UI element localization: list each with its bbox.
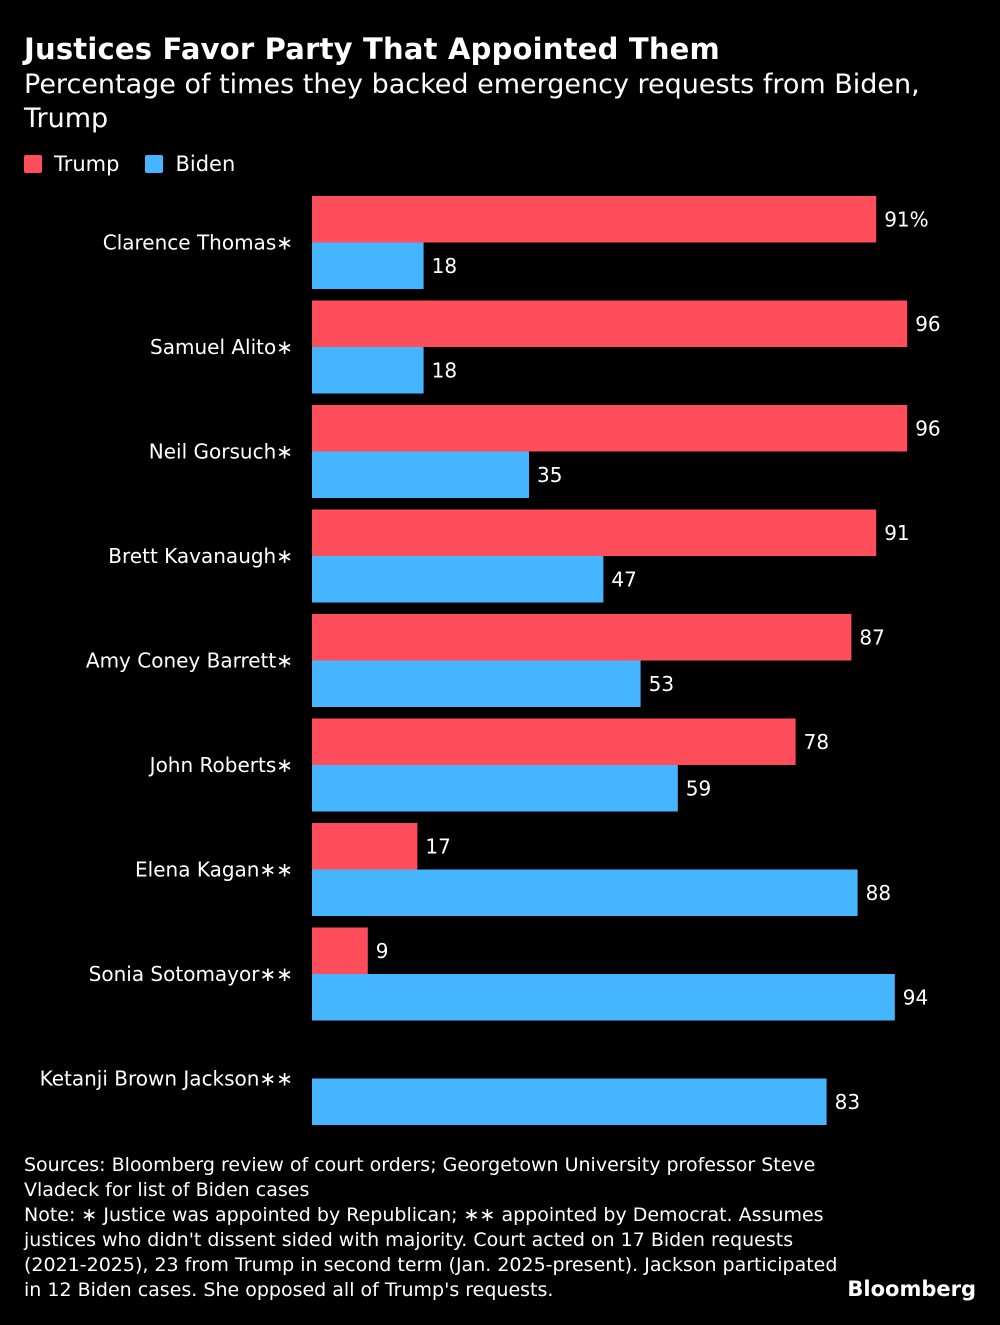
bar-biden [312,451,529,498]
data-label: 18 [432,254,457,278]
data-label: 87 [859,625,884,649]
data-label: 96 [915,416,940,440]
category-label: Samuel Alito∗ [150,335,293,359]
data-label: 17 [425,834,450,858]
bar-chart: Clarence Thomas∗ 91% 18 Samuel Alito∗ 96 18 Ne… [40,196,941,1125]
chart-subtitle: Percentage of times they backed emergenc… [24,69,920,134]
legend-swatch-trump [24,155,42,173]
data-label: 91 [884,521,909,545]
legend-swatch-biden [145,155,164,173]
bar-biden [312,347,424,394]
methodology-note: Note: ∗ Justice was appointed by Republi… [24,1204,838,1301]
bar-trump [312,300,908,347]
category-label: Amy Coney Barrett∗ [86,649,293,673]
category-label: Clarence Thomas∗ [103,231,293,255]
legend-label-biden: Biden [175,152,236,176]
bar-biden [312,242,424,289]
data-label: 78 [804,730,829,754]
bar-biden [312,660,641,707]
bar-trump [312,509,877,556]
bar-biden [312,765,678,812]
bloomberg-logo: Bloomberg [847,1277,976,1301]
bar-biden [312,556,604,603]
category-label: Neil Gorsuch∗ [149,440,293,464]
bar-trump [312,196,877,243]
bar-trump [312,823,418,870]
bar-trump [312,927,368,974]
data-label: 35 [537,463,562,487]
chart-title: Justices Favor Party That Appointed Them [24,32,720,66]
bar-trump [312,405,908,452]
data-label: 88 [866,881,891,905]
category-label: John Roberts∗ [148,753,293,777]
data-label: 94 [903,985,928,1009]
bar-biden [312,869,858,916]
legend: Trump Biden [24,152,261,176]
data-label: 18 [432,358,457,382]
category-label: Elena Kagan∗∗ [135,858,293,882]
data-label: 59 [686,776,711,800]
category-label: Sonia Sotomayor∗∗ [89,962,293,986]
bar-trump [312,614,852,661]
legend-label-trump: Trump [54,152,120,176]
bar-biden [312,1078,827,1125]
category-label: Brett Kavanaugh∗ [108,544,293,568]
data-label: 9 [376,939,389,963]
data-label: 83 [835,1090,860,1114]
bar-biden [312,974,895,1021]
footer: Sources: Bloomberg review of court order… [24,1153,854,1303]
data-label: 47 [611,567,636,591]
sources-note: Sources: Bloomberg review of court order… [24,1154,816,1201]
data-label: 96 [915,312,940,336]
bar-trump [312,718,796,765]
data-label: 91% [884,207,928,231]
legend-item-biden: Biden [145,152,235,176]
category-label: Ketanji Brown Jackson∗∗ [40,1067,293,1091]
data-label: 53 [649,672,674,696]
legend-item-trump: Trump [24,152,119,176]
